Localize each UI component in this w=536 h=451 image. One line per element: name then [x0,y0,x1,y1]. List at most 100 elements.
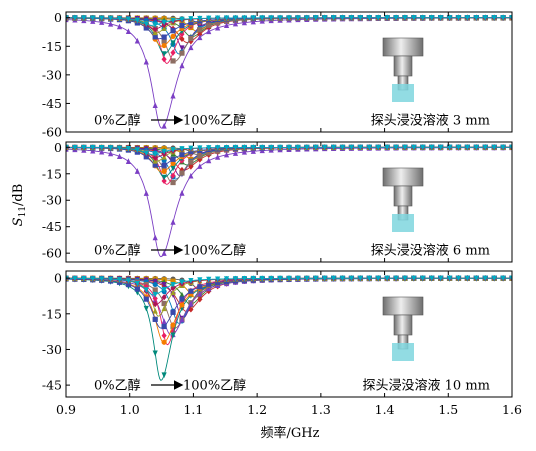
series-marker [215,24,221,31]
series-marker [232,150,239,156]
series-marker [188,20,194,26]
y-tick-label: 0 [54,140,62,155]
series-marker [90,15,96,22]
series-marker [339,144,346,151]
series-marker [152,307,158,314]
series-marker [108,150,114,157]
panel-3mm: 0 -15 -30 -45 -60 0%乙醇 100%乙醇 探头浸没溶液 3 mm [42,10,513,140]
series-marker [295,15,301,21]
series-marker [170,92,176,99]
series-marker [152,350,158,357]
series-marker [375,275,381,282]
series-marker [375,15,381,21]
series-marker [286,144,292,151]
series-marker [143,287,149,294]
series-marker [206,145,212,151]
series-marker [152,154,158,161]
series-marker [197,15,203,22]
panel-10mm: 0 -15 -30 -45 0%乙醇 100%乙醇 探头浸没溶液 10 mm [42,270,513,398]
probe-body [393,314,413,336]
series-marker [161,122,167,129]
y-tick-label: -30 [42,193,62,208]
series-marker [179,170,185,176]
series-marker [277,144,283,151]
series-marker [152,301,158,308]
series-marker [223,144,230,151]
series-marker [72,275,78,282]
series-marker [232,144,239,151]
series-marker [179,45,185,52]
series-marker [170,172,176,179]
panel-curves-6mm [66,144,512,258]
series-marker [161,38,167,44]
series-marker [500,15,506,21]
series-marker [188,159,194,165]
panel-curves-3mm [66,14,512,129]
series-marker [259,15,265,21]
series-marker [384,144,390,151]
series-marker [81,144,87,151]
series-marker [143,58,149,65]
series-marker [152,22,158,29]
series-marker [473,144,479,151]
series-marker [206,276,212,283]
series-marker [357,275,363,282]
series-marker [509,15,512,21]
series-marker [161,148,167,155]
series-line [66,147,512,258]
series-marker [366,275,372,282]
series-marker [161,281,167,288]
series-marker [313,144,319,151]
y-tick-label: -60 [42,125,62,140]
series-marker [250,275,256,282]
series-line [66,277,512,320]
arrow-end-label: 100%乙醇 [183,243,246,259]
series-marker [161,162,167,168]
series-marker [223,276,230,282]
series-marker [402,275,408,282]
series-marker [295,144,301,151]
series-marker [90,276,96,282]
series-marker [304,144,310,151]
series-marker [197,34,203,41]
y-tick-label: -30 [42,67,62,82]
series-marker [161,51,167,58]
series-marker [108,15,114,22]
series-marker [411,144,417,151]
series-marker [250,15,256,21]
series-marker [116,277,123,283]
series-marker [206,15,212,22]
series-marker [143,190,149,196]
probe-liquid [392,84,414,102]
x-axis-label: 频率/GHz [261,425,320,441]
series-marker [179,146,185,152]
series-marker [99,145,105,151]
series-marker [438,275,444,282]
series-marker [170,281,176,288]
y-tick-label: -15 [42,166,62,181]
series-marker [304,275,310,282]
series-marker [197,163,203,169]
panel-frame [65,11,513,133]
series-marker [277,275,283,282]
x-tick-label: 1.4 [375,402,395,417]
series-marker [161,177,167,185]
series-marker [170,165,176,172]
series-marker [66,146,69,152]
series-marker [179,23,185,29]
series-marker [339,15,346,21]
series-marker [72,144,78,151]
series-marker [482,15,488,21]
series-marker [366,15,372,21]
series-marker [393,15,399,21]
series-marker [215,276,221,283]
series-marker [197,296,203,303]
probe-illustration-3mm [382,37,424,102]
series-marker [339,275,346,282]
series-marker [170,17,176,24]
series-marker [446,15,453,21]
series-marker [393,144,399,151]
series-marker [134,18,140,24]
series-marker [125,16,132,23]
